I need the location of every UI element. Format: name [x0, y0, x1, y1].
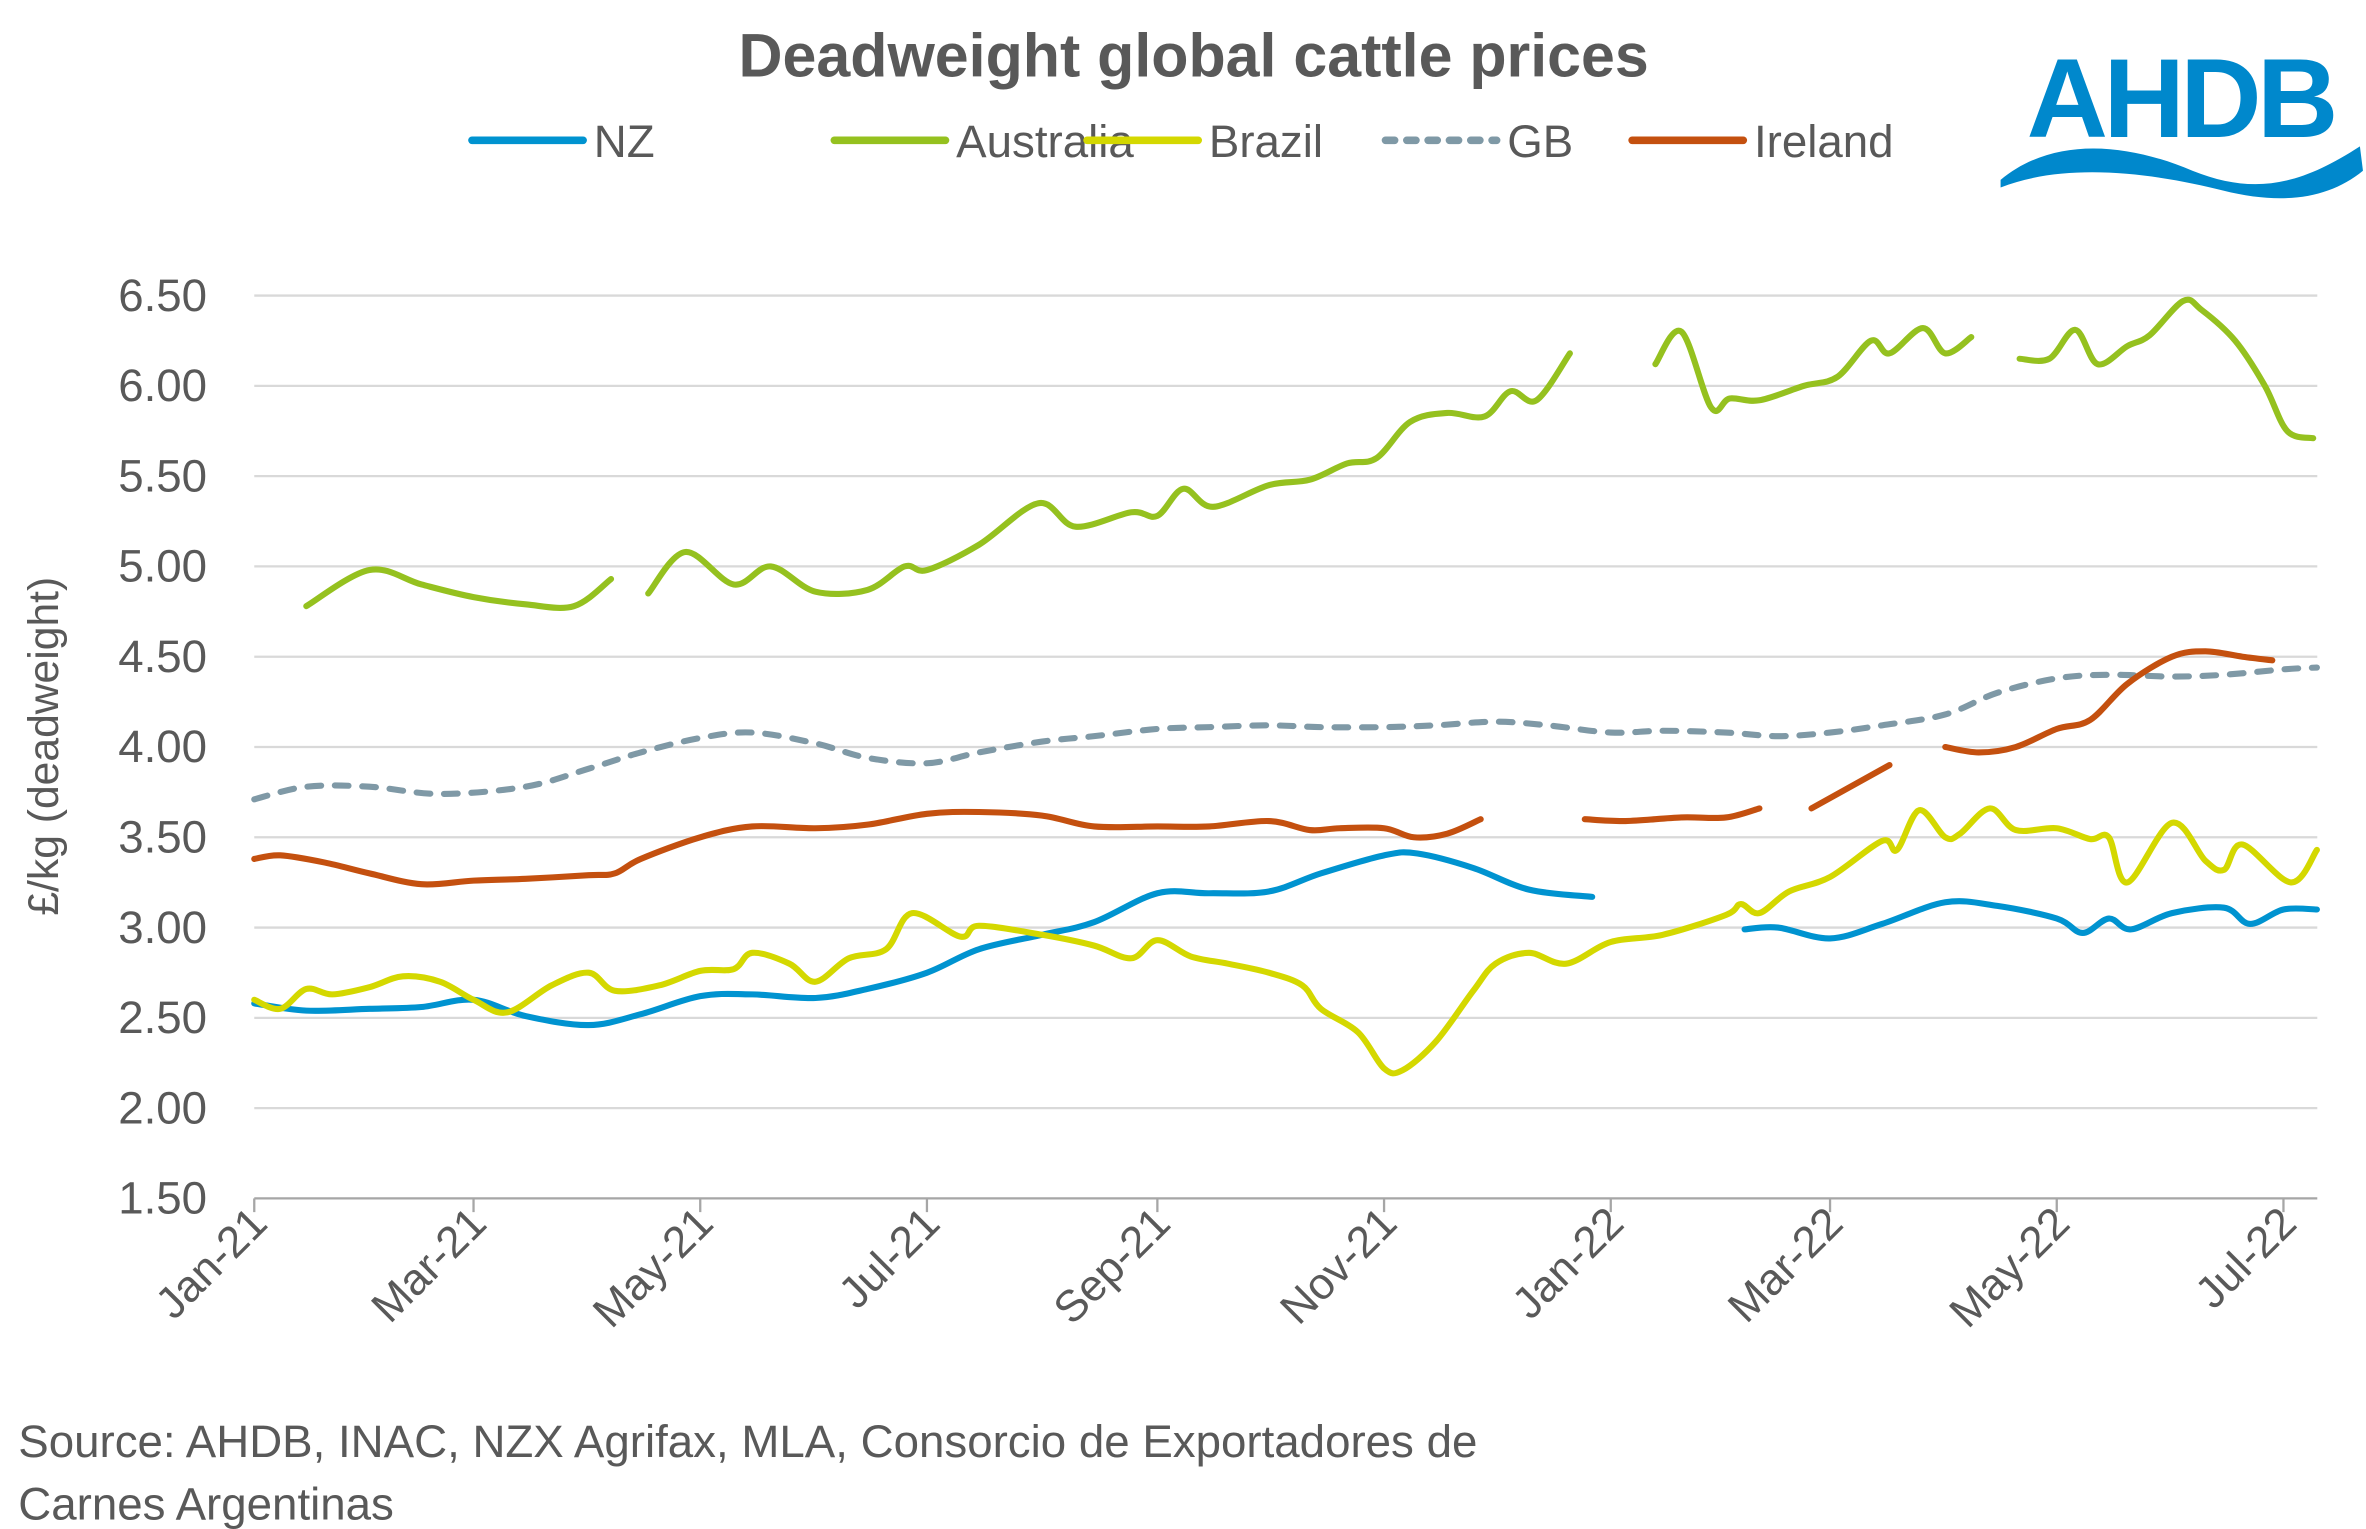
- y-tick-label: 6.50: [118, 270, 207, 321]
- y-tick-label: 5.00: [118, 541, 207, 592]
- series-line-ireland: [1942, 648, 2276, 756]
- series-line-ireland: [251, 808, 1484, 888]
- x-tick-label: May-22: [1940, 1198, 2079, 1337]
- legend-label-gb: GB: [1507, 116, 1573, 167]
- gridlines: [254, 294, 2318, 1110]
- legend-label-nz: NZ: [594, 116, 655, 167]
- y-tick-label: 4.50: [118, 631, 207, 682]
- series-line-australia: [1652, 325, 1975, 415]
- series-line-ireland: [1808, 762, 1893, 812]
- x-tick-label: Jul-21: [830, 1198, 950, 1318]
- series-line-australia: [303, 566, 615, 611]
- legend-label-brazil: Brazil: [1209, 116, 1323, 167]
- x-tick-label: Mar-22: [1719, 1198, 1853, 1332]
- ahdb-logo: AHDB: [2000, 35, 2363, 199]
- series-gb: [251, 664, 2320, 803]
- y-tick-label: 3.00: [118, 902, 207, 953]
- legend: NZ Australia Brazil GB Ireland: [468, 116, 1894, 167]
- y-axis-title: £/kg (deadweight): [20, 577, 68, 916]
- legend-label-ireland: Ireland: [1754, 116, 1894, 167]
- source-line-2: Carnes Argentinas: [18, 1479, 394, 1529]
- series-brazil: [251, 805, 2320, 1077]
- x-tick-label: Mar-21: [362, 1198, 496, 1332]
- logo-wave: [2000, 146, 2363, 199]
- source-line-1: Source: AHDB, INAC, NZX Agrifax, MLA, Co…: [18, 1416, 1477, 1467]
- series-line-nz: [251, 849, 1596, 1029]
- series-line-ireland: [1581, 805, 1763, 825]
- x-tick-label: Jan-22: [1503, 1198, 1633, 1328]
- y-axis-tick-labels: 1.50 2.00 2.50 3.00 3.50 4.00 4.50 5.00 5.50 6.00…: [118, 270, 207, 1224]
- x-tick-label: Nov-21: [1271, 1198, 1406, 1333]
- x-tick-label: Jul-22: [2186, 1198, 2306, 1318]
- series-line-brazil: [251, 805, 2320, 1077]
- y-tick-label: 2.00: [118, 1082, 207, 1133]
- series-line-gb: [251, 664, 2320, 803]
- x-axis: Jan-21 Mar-21 May-21 Jul-21 Sep-21 Nov-21 Jan-…: [146, 1197, 2318, 1337]
- y-tick-label: 6.00: [118, 360, 207, 411]
- series-lines: [251, 296, 2320, 1077]
- series-ireland: [251, 648, 2276, 888]
- x-tick-label: Sep-21: [1044, 1198, 1179, 1333]
- x-tick-label: May-21: [584, 1198, 723, 1337]
- y-tick-label: 4.00: [118, 721, 207, 772]
- y-tick-label: 5.50: [118, 450, 207, 501]
- chart-title: Deadweight global cattle prices: [739, 21, 1649, 89]
- y-tick-label: 2.50: [118, 992, 207, 1043]
- logo-text: AHDB: [2027, 35, 2334, 161]
- y-tick-label: 1.50: [118, 1173, 207, 1224]
- y-tick-label: 3.50: [118, 812, 207, 863]
- series-line-australia: [2016, 296, 2317, 442]
- series-line-australia: [645, 350, 1573, 598]
- series-line-nz: [1741, 898, 2320, 942]
- series-australia: [303, 296, 2317, 611]
